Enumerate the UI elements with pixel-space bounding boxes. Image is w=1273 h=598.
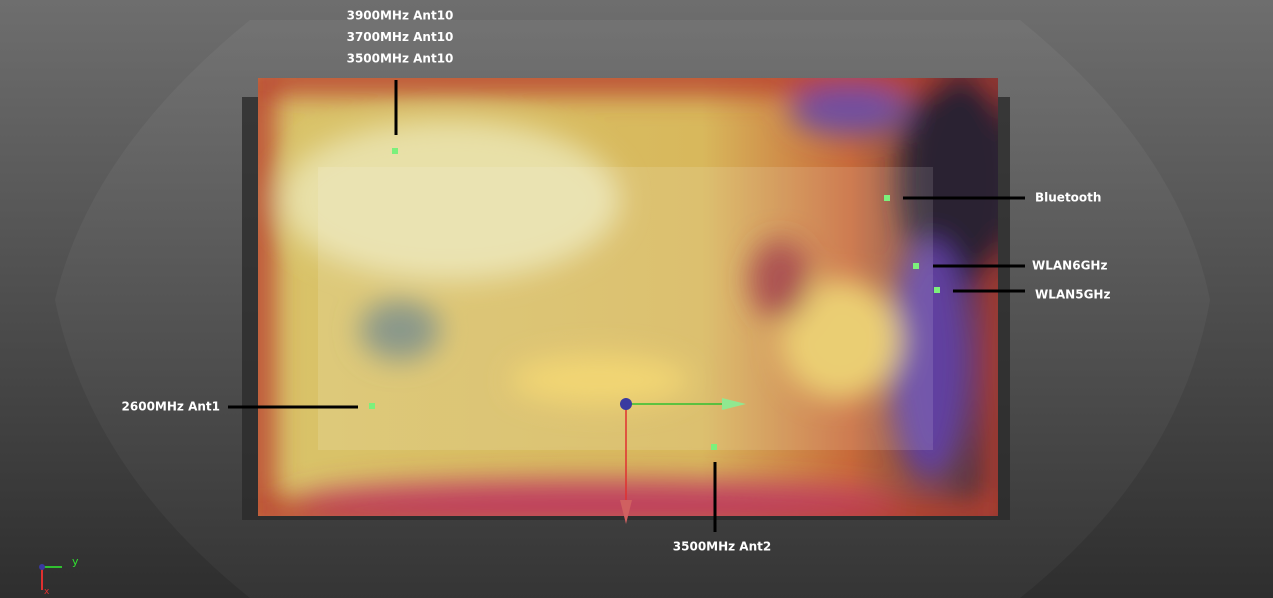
leader-lines xyxy=(228,80,1025,532)
annotation-label: 3500MHz Ant2 xyxy=(673,540,771,554)
annotation-label: 3900MHz Ant10 xyxy=(347,9,454,23)
probe-points xyxy=(369,148,940,450)
axis-label: y xyxy=(72,555,79,568)
annotation-labels: 3900MHz Ant10 3700MHz Ant10 3500MHz Ant10 B… xyxy=(122,9,1111,554)
annotation-label: WLAN5GHz xyxy=(1035,288,1110,302)
annotation-label: 3700MHz Ant10 xyxy=(347,30,454,44)
annotation-label: WLAN6GHz xyxy=(1032,259,1107,273)
heatmap xyxy=(258,78,998,516)
annotation-label: 3500MHz Ant10 xyxy=(347,52,454,66)
annotation-label: 2600MHz Ant1 xyxy=(122,400,220,414)
axis-triad xyxy=(620,398,746,524)
annotation-label: Bluetooth xyxy=(1035,191,1101,205)
axis-label: x xyxy=(44,587,50,597)
corner-triad: y x xyxy=(39,555,79,597)
